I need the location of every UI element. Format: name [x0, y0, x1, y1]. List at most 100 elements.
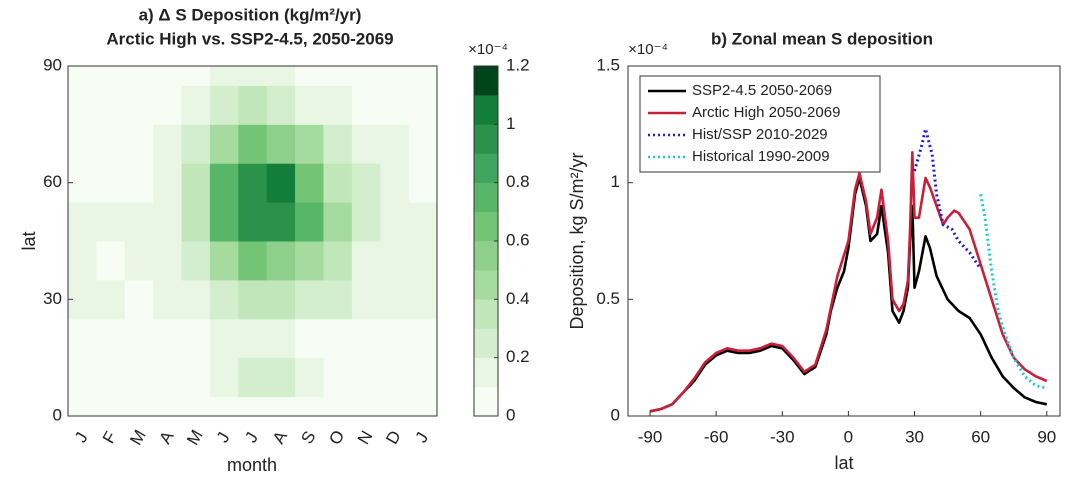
heat-cell: [323, 66, 353, 86]
heat-cell: [209, 241, 239, 281]
heat-cell: [124, 124, 154, 164]
heat-cell: [408, 66, 437, 86]
heat-cell: [351, 124, 381, 164]
heat-cell: [238, 279, 268, 320]
heat-cell: [153, 318, 183, 359]
heat-cell: [295, 318, 324, 359]
colorbar-band: [474, 386, 498, 417]
heat-cell: [124, 202, 154, 242]
legend-label: Arctic High 2050-2069: [692, 104, 840, 121]
heat-cell: [153, 163, 183, 203]
heat-cell: [351, 241, 381, 281]
colorbar-tick-label: 0.4: [506, 289, 530, 308]
heat-cell: [266, 124, 296, 164]
heat-cell: [209, 357, 239, 398]
heat-cell: [153, 357, 183, 398]
heat-cell: [351, 357, 381, 398]
heat-cell: [153, 202, 183, 242]
heat-cell: [351, 85, 381, 125]
heat-cell: [408, 318, 437, 359]
y-tick-label: 60: [43, 172, 62, 191]
heat-cell: [238, 241, 268, 281]
colorbar-tick-label: 1: [506, 114, 515, 133]
colorbar-exponent: ×10⁻⁴: [468, 41, 508, 58]
y-tick-label: 30: [43, 289, 62, 308]
heat-cell: [181, 85, 211, 125]
x-tick-label: F: [99, 428, 121, 446]
x-tick-label: J: [71, 429, 92, 446]
heat-cell: [380, 279, 410, 320]
x-tick-label: -60: [704, 427, 729, 446]
heat-cell: [266, 279, 296, 320]
heat-cell: [266, 163, 296, 203]
x-tick-label: 60: [971, 427, 990, 446]
heat-cell: [238, 124, 268, 164]
heat-cell: [209, 124, 239, 164]
series-line: [649, 176, 1048, 413]
colorbar-tick-label: 0.8: [506, 172, 530, 191]
cells: [68, 66, 437, 416]
plot-frame: [67, 65, 438, 417]
colorbar-band: [474, 66, 498, 96]
panel-b: b) Zonal mean S deposition lat Depositio…: [567, 29, 1061, 473]
heat-cell: [181, 318, 211, 359]
colorbar-band: [474, 153, 498, 183]
colorbar-band: [474, 357, 498, 388]
y-tick-label: 0: [611, 405, 620, 424]
y-axis-label: lat: [19, 231, 39, 250]
heat-cell: [408, 163, 437, 203]
colorbar-band: [474, 241, 498, 271]
heat-cell: [266, 202, 296, 242]
heat-cell: [68, 396, 97, 416]
heat-cell: [96, 163, 126, 203]
heat-cell: [124, 241, 154, 281]
panel-a: a) Δ S Deposition (kg/m²/yr) Arctic High…: [19, 5, 530, 474]
series-line: [913, 127, 982, 270]
heat-cell: [323, 163, 353, 203]
heat-cell: [323, 124, 353, 164]
heat-cell: [295, 357, 324, 398]
heat-cell: [68, 66, 97, 86]
heat-cell: [68, 124, 97, 164]
heat-cell: [295, 66, 324, 86]
heat-cell: [295, 279, 324, 320]
heat-cell: [323, 241, 353, 281]
colorbar-tick-label: 0.2: [506, 347, 530, 366]
heat-cell: [295, 396, 324, 416]
x-tick-label: J: [241, 429, 262, 446]
x-tick-label: A: [269, 427, 291, 447]
colorbar-tick-label: 0: [506, 405, 515, 424]
heat-cell: [266, 241, 296, 281]
heat-cell: [96, 357, 126, 398]
x-tick-label: D: [382, 427, 405, 447]
colorbar-band: [474, 328, 498, 358]
x-tick-label: 0: [844, 427, 853, 446]
heat-cell: [181, 163, 211, 203]
x-tick-label: J: [412, 429, 433, 446]
colorbar-band: [474, 270, 498, 300]
heat-cell: [295, 202, 324, 242]
heat-cell: [238, 357, 268, 398]
chart-subtitle: Arctic High vs. SSP2-4.5, 2050-2069: [106, 29, 393, 48]
heat-cell: [238, 85, 268, 125]
x-tick-label: 30: [905, 427, 924, 446]
heat-cell: [96, 85, 126, 125]
heat-cell: [238, 163, 268, 203]
heat-cell: [380, 241, 410, 281]
lines: [649, 127, 1048, 413]
heat-cell: [68, 85, 97, 125]
heat-cell: [153, 124, 183, 164]
heat-cell: [266, 318, 296, 359]
x-tick-label: M: [126, 427, 150, 449]
heat-cell: [408, 124, 437, 164]
heat-cell: [408, 85, 437, 125]
x-tick-label: -30: [770, 427, 795, 446]
heat-cell: [351, 396, 381, 416]
legend-label: Historical 1990-2009: [692, 148, 830, 165]
heat-cell: [351, 318, 381, 359]
heat-cell: [323, 85, 353, 125]
chart-title: b) Zonal mean S deposition: [711, 29, 933, 48]
y-tick-label: 1: [611, 172, 620, 191]
heat-cell: [209, 202, 239, 242]
